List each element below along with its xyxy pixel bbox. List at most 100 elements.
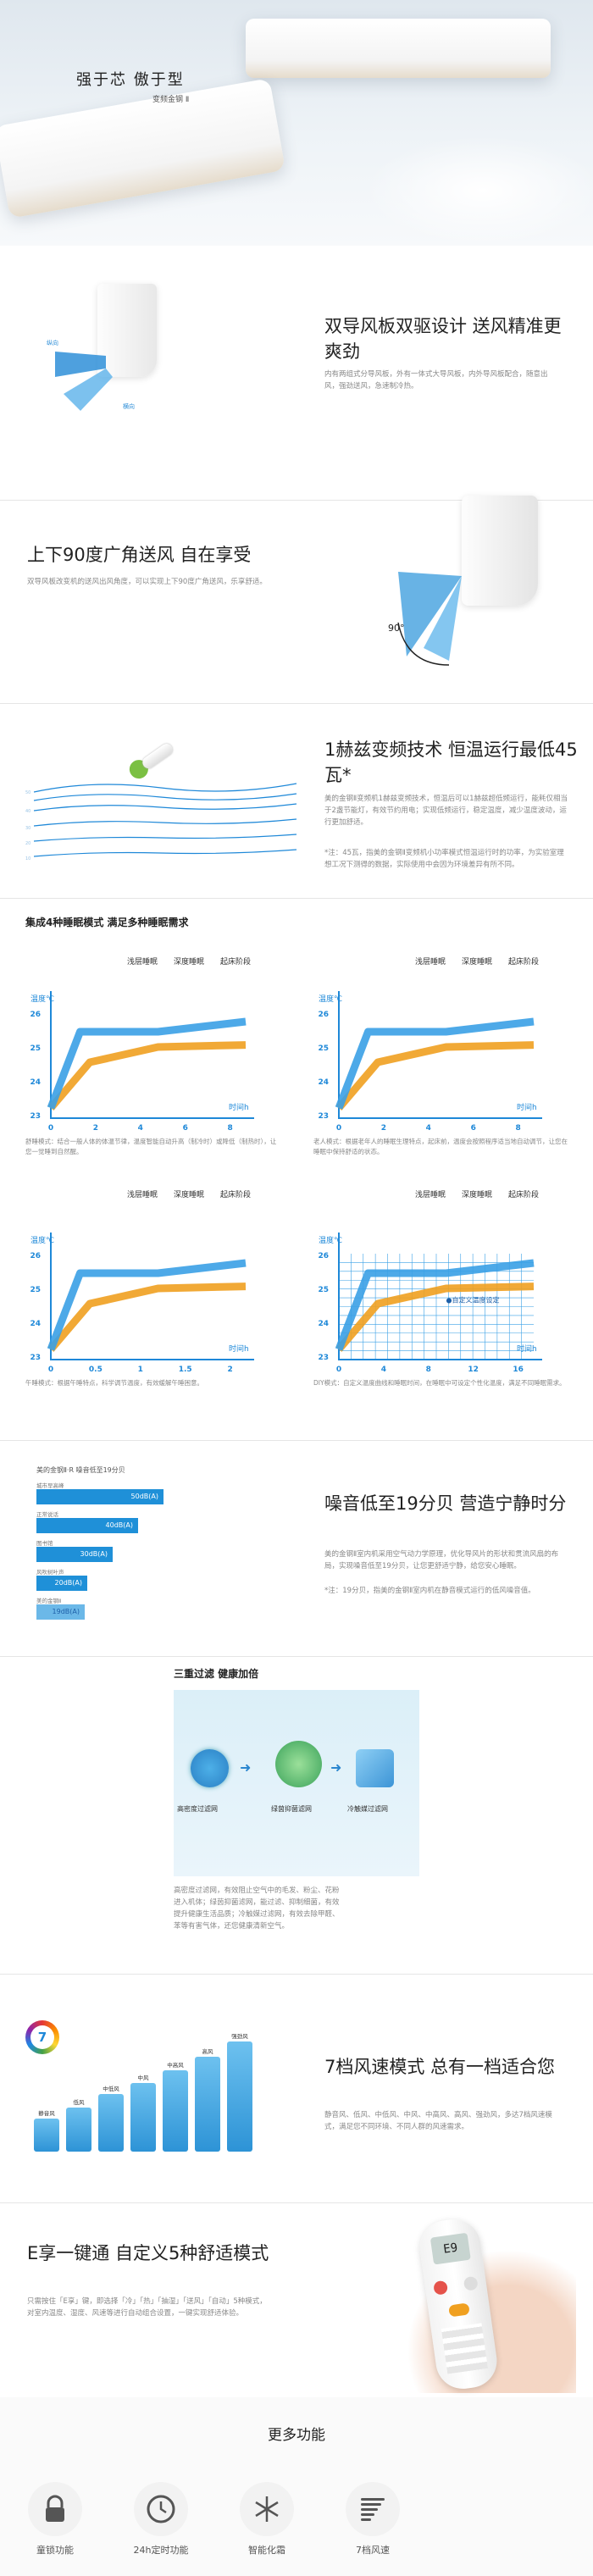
y-tick-label: 24 xyxy=(30,1320,41,1328)
x-tick-label: 6 xyxy=(471,1124,476,1133)
angle-desc: 双导风板改变机的送风出风角度，可以实现上下90度广角送风，乐享舒适。 xyxy=(27,578,267,586)
arrow-1: ➜ xyxy=(240,1759,252,1776)
inverter-desc: 美的金钢Ⅱ变频机1赫兹变频技术，恒温后可以1赫兹超低频运行，能耗仅相当于2盏节能… xyxy=(324,795,568,827)
arrow-2: ➜ xyxy=(330,1759,342,1776)
phase-label: 起床阶段 xyxy=(508,1191,540,1199)
temp-curve-orange xyxy=(47,1041,247,1111)
noise-row-label: 美的金钢Ⅱ xyxy=(36,1598,62,1604)
wind-badge-number: 7 xyxy=(30,2025,54,2049)
noise-row-label: 正常说话 xyxy=(36,1511,58,1518)
remote-desc: 只需按住「E享」键，即选择「冷」「热」「抽湿」「送风」「自动」5种模式，对室内温… xyxy=(27,2297,267,2318)
wind-speed-chart: 静音风 低风 中低风 中风 中高风 高风 强劲风 xyxy=(34,2025,288,2152)
func-label-timer: 24h定时功能 xyxy=(133,2545,189,2556)
clock-icon xyxy=(134,2482,188,2536)
temp-curve-orange xyxy=(335,1282,535,1352)
y-tick-label: 24 xyxy=(30,1078,41,1087)
temp-curve-blue xyxy=(335,1017,535,1110)
x-tick-label: 4 xyxy=(138,1124,143,1133)
wind-title: 7档风速模式 总有一档适合您 xyxy=(324,2057,556,2077)
wind-level-bar: 静音风 xyxy=(34,2110,59,2152)
y-tick-label: 24 xyxy=(318,1320,329,1328)
y-tick-label: 25 xyxy=(318,1044,329,1053)
sleep-chart: 26 25 24 23 0 4 8 12 16 温度℃ 时间h ●自定义温度设定 xyxy=(318,1233,542,1374)
noise-row: 正常说话 40dB(A) xyxy=(30,1510,191,1537)
wind-level-bar: 高风 xyxy=(195,2048,220,2152)
func-child-lock: 童锁功能 xyxy=(8,2482,102,2557)
y-tick-label: 25 xyxy=(318,1286,329,1294)
x-tick-label: 1 xyxy=(138,1366,143,1374)
filter-desc: 高密度过滤网，有效阻止空气中的毛发、粉尘、花粉进入机体；绿茵抑菌滤网，能过滤、抑… xyxy=(174,1886,340,1931)
sleep-panel-desc: 舒睡模式：结合一般人体的体温节律，温度智能自动升高（制冷时）或降低（制热时），让… xyxy=(25,1138,277,1155)
y-axis-label: 温度℃ xyxy=(30,994,54,1004)
power-button[interactable] xyxy=(433,2280,449,2296)
noise-bar: 19dB(A) xyxy=(36,1604,85,1620)
hero-ac-shadow xyxy=(364,136,593,246)
phase-label: 起床阶段 xyxy=(220,958,252,967)
remote-keypad xyxy=(441,2323,488,2374)
inverter-title: 1赫兹变频技术 恒温运行最低45瓦* xyxy=(324,740,578,785)
wind-desc: 静音风、低风、中低风、中风、中高风、高风、强劲风，多达7档风速模式，满足您不同环… xyxy=(324,2111,552,2131)
x-tick-label: 8 xyxy=(426,1366,431,1374)
hero-ac-unit-bottom xyxy=(0,78,286,219)
filter-heading: 三重过滤 健康加倍 xyxy=(174,1668,259,1680)
filter-stage-1 xyxy=(191,1749,229,1787)
wind-level-label: 中高风 xyxy=(167,2061,184,2069)
noise-row: 美的金钢Ⅱ 19dB(A) xyxy=(30,1596,191,1623)
sleep-panel-desc: DIY模式：自定义温度曲线和睡眠时间，在睡眠中可设定个性化温度，满足不同睡眠需求… xyxy=(313,1379,566,1387)
y-tick-label: 23 xyxy=(30,1354,41,1362)
y-tick-label: 23 xyxy=(318,1354,329,1362)
noise-row-label: 风吹树叶声 xyxy=(36,1569,64,1576)
x-tick-label: 2 xyxy=(227,1366,232,1374)
phase-label: 浅层睡眠 xyxy=(127,1191,158,1199)
phase-label: 起床阶段 xyxy=(220,1191,252,1199)
noise-row-label: 图书馆 xyxy=(36,1540,53,1547)
phase-label: 深度睡眠 xyxy=(462,1191,493,1199)
noise-title: 噪音低至19分贝 营造宁静时分 xyxy=(324,1493,567,1514)
x-axis-label: 时间h xyxy=(229,1343,249,1354)
sleep-panel-desc: 老人模式：根据老年人的睡眠生理特点，起床前，温度会按照程序适当地自动调节，让您在… xyxy=(313,1138,568,1155)
x-tick-label: 1.5 xyxy=(179,1366,192,1374)
defrost-icon xyxy=(240,2482,294,2536)
x-tick-label: 0 xyxy=(336,1366,341,1374)
svg-text:50: 50 xyxy=(25,790,30,795)
phase-label: 浅层睡眠 xyxy=(415,958,446,967)
angle-value: 90° xyxy=(388,623,405,634)
y-tick-label: 26 xyxy=(318,1011,329,1019)
sleep-section: 集成4种睡眠模式 满足多种睡眠需求 浅层睡眠 深度睡眠 起床阶段 26 25 24 23 0 2… xyxy=(0,898,593,1440)
divider xyxy=(0,1656,593,1657)
more-heading: 更多功能 xyxy=(268,2427,325,2444)
x-tick-label: 2 xyxy=(381,1124,386,1133)
wind-level-bar: 中风 xyxy=(130,2075,156,2152)
dual-fan-section: 纵向 横向 双导风板双驱设计 送风精准更爽劲 内有两组式分导风板，外有一体式大导… xyxy=(0,246,593,500)
func-defrost: 智能化霜 xyxy=(220,2482,313,2557)
noise-row: 城市早高峰 50dB(A) xyxy=(30,1481,191,1508)
angle-title: 上下90度广角送风 自在享受 xyxy=(27,545,252,565)
noise-note: *注：19分贝，指美的金钢Ⅱ室内机在静音模式运行的低风噪音值。 xyxy=(324,1587,535,1595)
y-tick-label: 26 xyxy=(30,1011,41,1019)
y-axis-label: 温度℃ xyxy=(319,1235,342,1245)
remote-title: E享一键通 自定义5种舒适模式 xyxy=(27,2243,269,2263)
e-button[interactable] xyxy=(448,2302,470,2318)
phase-label: 起床阶段 xyxy=(508,958,540,967)
mode-button[interactable] xyxy=(463,2275,479,2291)
wind-level-bar: 低风 xyxy=(66,2099,91,2152)
svg-text:10: 10 xyxy=(25,856,30,861)
y-tick-label: 26 xyxy=(318,1252,329,1260)
y-axis-label: 温度℃ xyxy=(30,1235,54,1245)
divider xyxy=(0,2202,593,2203)
chart-axes xyxy=(50,1233,254,1360)
ac-side-view-2 xyxy=(462,496,538,606)
hero-title: 强于芯 傲于型 xyxy=(76,71,185,89)
wind-level-label: 强劲风 xyxy=(231,2033,248,2040)
x-tick-label: 2 xyxy=(93,1124,98,1133)
sleep-panel-2: 浅层睡眠 深度睡眠 起床阶段 26 25 24 23 0 2 4 6 8 温度℃ 时间h 老人模式：根据老年… xyxy=(313,940,576,1177)
y-axis-label: 温度℃ xyxy=(319,994,342,1004)
filter-visual: ➜ ➜ 高密度过滤网 绿茵抑菌滤网 冷触媒过滤网 xyxy=(174,1690,419,1876)
noise-row-label: 城市早高峰 xyxy=(36,1482,64,1489)
temp-curve-blue xyxy=(47,1017,247,1110)
y-tick-label: 23 xyxy=(318,1112,329,1121)
x-tick-label: 8 xyxy=(227,1124,232,1133)
wind-level-bar: 中高风 xyxy=(163,2062,188,2152)
filter-stage-2 xyxy=(275,1741,322,1787)
